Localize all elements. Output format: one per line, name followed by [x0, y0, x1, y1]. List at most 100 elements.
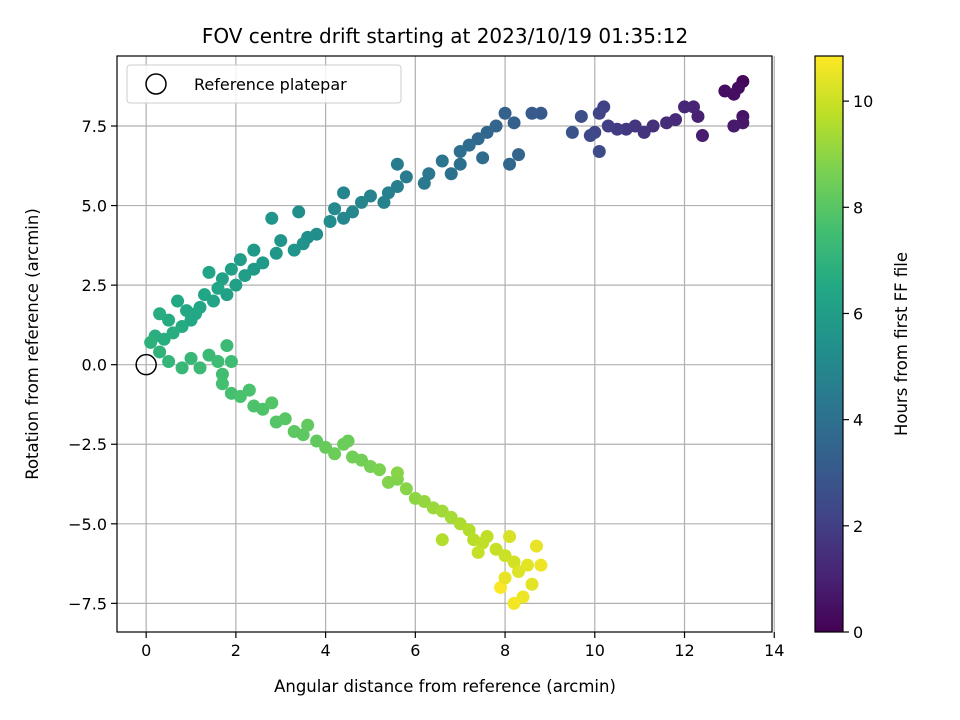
- legend-entry-reference-platepar: Reference platepar: [194, 75, 347, 94]
- colorbar-tick-label: 4: [853, 411, 863, 430]
- data-point: [162, 355, 176, 369]
- data-point: [363, 189, 377, 203]
- data-point: [256, 402, 270, 416]
- data-point: [323, 214, 337, 228]
- data-point: [646, 119, 660, 133]
- legend-marker-icon: [145, 73, 167, 95]
- y-tick-label: −5.0: [68, 515, 107, 534]
- data-point: [592, 144, 606, 158]
- data-point: [686, 100, 700, 114]
- x-tick-label: 4: [321, 641, 331, 660]
- data-point: [637, 125, 651, 139]
- data-point: [695, 129, 709, 143]
- data-point: [233, 253, 247, 267]
- data-point: [453, 517, 467, 531]
- data-point: [229, 278, 243, 292]
- data-point: [727, 119, 741, 133]
- data-point: [480, 530, 494, 544]
- data-point: [319, 440, 333, 454]
- data-point: [206, 294, 220, 308]
- data-point: [574, 109, 588, 123]
- data-point: [278, 412, 292, 426]
- data-point: [233, 390, 247, 404]
- data-point: [507, 596, 521, 610]
- data-point: [718, 84, 732, 98]
- data-point: [534, 558, 548, 572]
- data-point: [211, 281, 225, 295]
- data-point: [453, 144, 467, 158]
- x-tick-label: 10: [585, 641, 605, 660]
- data-point: [328, 202, 342, 216]
- plot-frame: [116, 55, 773, 633]
- data-point: [498, 549, 512, 563]
- data-point: [678, 100, 692, 114]
- data-point: [399, 170, 413, 184]
- data-point: [153, 307, 167, 321]
- data-point: [215, 377, 229, 391]
- data-point: [525, 577, 539, 591]
- data-point: [346, 205, 360, 219]
- data-point: [265, 396, 279, 410]
- data-point: [476, 151, 490, 165]
- y-axis-ticks: −7.5 −5.0 −2.5 0.0 2.5 5.0 7.5: [68, 117, 117, 613]
- data-point: [507, 116, 521, 130]
- data-point: [355, 195, 369, 209]
- data-point: [660, 116, 674, 130]
- data-point: [503, 157, 517, 171]
- data-point: [287, 243, 301, 257]
- legend: Reference platepar: [126, 64, 402, 104]
- colorbar-label: Hours from first FF file: [892, 252, 911, 436]
- x-tick-label: 6: [410, 641, 420, 660]
- data-point: [525, 106, 539, 120]
- data-point: [462, 138, 476, 152]
- data-point: [202, 348, 216, 362]
- data-point: [310, 434, 324, 448]
- y-axis-label: Rotation from reference (arcmin): [23, 208, 42, 480]
- data-point: [175, 361, 189, 375]
- data-point: [162, 313, 176, 327]
- data-point: [274, 234, 288, 248]
- data-point: [417, 176, 431, 190]
- data-point: [220, 339, 234, 353]
- data-point: [166, 326, 180, 340]
- data-point: [444, 167, 458, 181]
- data-point: [471, 132, 485, 146]
- data-point: [444, 510, 458, 524]
- data-point: [565, 125, 579, 139]
- data-point: [489, 542, 503, 556]
- data-point: [193, 361, 207, 375]
- data-point: [583, 129, 597, 143]
- data-point: [242, 383, 256, 397]
- data-point: [372, 463, 386, 477]
- data-point: [399, 482, 413, 496]
- data-point: [512, 148, 526, 162]
- data-point: [390, 179, 404, 193]
- data-point: [301, 418, 315, 432]
- y-tick-label: 2.5: [82, 276, 107, 295]
- data-point: [355, 453, 369, 467]
- data-point: [328, 447, 342, 461]
- data-point: [337, 186, 351, 200]
- data-point: [211, 355, 225, 369]
- data-point: [175, 319, 189, 333]
- data-point: [435, 504, 449, 518]
- x-axis-ticks: 0 2 4 6 8 10 12 14: [141, 632, 784, 660]
- data-point: [435, 533, 449, 547]
- x-tick-label: 14: [764, 641, 784, 660]
- data-point: [512, 565, 526, 579]
- grid-lines: [117, 56, 775, 632]
- data-point: [292, 205, 306, 219]
- data-point: [498, 571, 512, 585]
- data-point: [247, 243, 261, 257]
- data-point: [417, 495, 431, 509]
- colorbar: 0 2 4 6 8 10 Hours from first FF file: [814, 55, 911, 642]
- data-point: [256, 256, 270, 270]
- x-tick-label: 12: [674, 641, 694, 660]
- colorbar-tick-label: 0: [853, 623, 863, 642]
- data-point: [592, 106, 606, 120]
- data-point: [520, 558, 534, 572]
- x-tick-label: 8: [500, 641, 510, 660]
- colorbar-tick-label: 10: [853, 92, 873, 111]
- data-point: [202, 265, 216, 279]
- data-point: [503, 530, 517, 544]
